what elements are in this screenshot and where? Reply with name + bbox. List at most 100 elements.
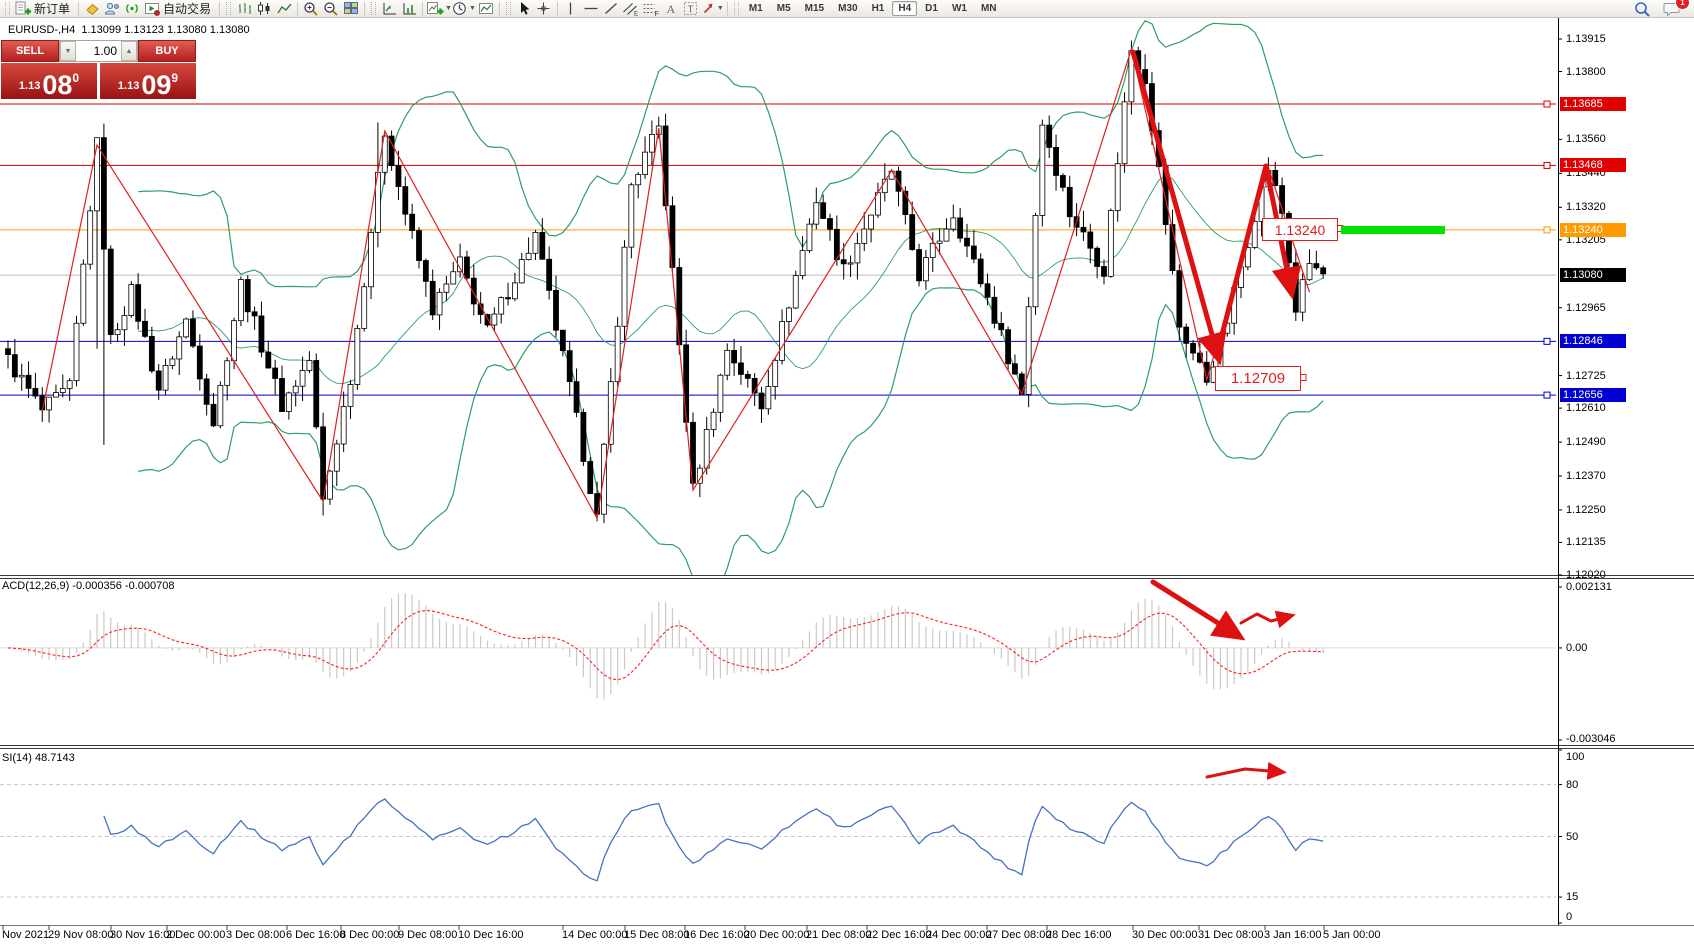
- timeframe-mn[interactable]: MN: [980, 3, 997, 14]
- toolbar-grip[interactable]: [505, 2, 511, 15]
- time-tick-label: 6 Dec 16:00: [286, 929, 346, 941]
- volume-increase-button[interactable]: ▲: [121, 41, 137, 61]
- sell-price-pipette: 0: [72, 71, 80, 85]
- zoom-out-icon[interactable]: [321, 1, 341, 17]
- time-tick-label: 30 Dec 00:00: [1132, 929, 1198, 941]
- price-tick-label: 1.12135: [1566, 536, 1606, 549]
- timeframe-h4[interactable]: H4: [892, 1, 918, 16]
- buy-price-big: 09: [141, 70, 172, 100]
- horizontal-line-icon[interactable]: [581, 1, 601, 17]
- text-icon[interactable]: A: [661, 1, 681, 17]
- candlestick-chart-icon[interactable]: [254, 1, 274, 17]
- zoom-in-icon[interactable]: [301, 1, 321, 17]
- toolbar-grip[interactable]: [5, 2, 10, 15]
- cursor-icon[interactable]: [514, 1, 534, 17]
- notifications-chat[interactable]: 1: [1662, 0, 1690, 17]
- toolbar-grip[interactable]: [226, 2, 232, 15]
- trendline-icon[interactable]: [601, 1, 621, 17]
- crosshair-icon[interactable]: [534, 1, 554, 17]
- time-tick-label: Nov 2021: [2, 929, 50, 941]
- price-level-badge: 1.12656: [1560, 388, 1626, 403]
- new-order-label[interactable]: 新订单: [34, 2, 71, 16]
- price-level-badge: 1.13080: [1560, 268, 1626, 283]
- price-level-badge: 1.13240: [1560, 222, 1626, 237]
- timeframe-m5[interactable]: M5: [776, 3, 791, 14]
- profiles-icon[interactable]: [102, 1, 122, 17]
- bar-chart-icon[interactable]: [234, 1, 254, 17]
- autotrade-label[interactable]: 自动交易: [163, 2, 212, 16]
- sell-price[interactable]: 1.13 08 0: [1, 63, 97, 99]
- eraser-icon[interactable]: [82, 1, 102, 17]
- sell-price-prefix: 1.13: [18, 80, 41, 92]
- svg-text:T: T: [688, 5, 694, 16]
- tile-windows-icon[interactable]: [341, 1, 361, 17]
- volume-input[interactable]: [76, 41, 121, 61]
- time-tick-label: 20 Dec 00:00: [744, 929, 810, 941]
- toolbar-separator: [498, 1, 500, 16]
- buy-price-pipette: 9: [171, 71, 179, 85]
- line-chart-icon[interactable]: [274, 1, 294, 17]
- autotrade-icon[interactable]: [142, 1, 162, 17]
- annotation-arrows: [1130, 49, 1344, 780]
- data-window-icon[interactable]: [379, 1, 399, 17]
- toolbar-grip[interactable]: [371, 2, 377, 15]
- toolbar-grip[interactable]: [733, 2, 739, 15]
- search-icon[interactable]: [1632, 1, 1652, 17]
- main-toolbar: 新订单 自动交易 ▼: [0, 0, 1694, 18]
- toolbar-separator: [364, 1, 366, 16]
- time-tick-label: 15 Dec 08:00: [624, 929, 690, 941]
- toolbar-separator: [219, 1, 221, 16]
- trade-prices-row: 1.13 08 0 1.13 09 9: [1, 63, 196, 99]
- price-tick-label: 1.12610: [1566, 402, 1606, 415]
- green-price-zone[interactable]: [1341, 225, 1445, 234]
- timeframe-w1[interactable]: W1: [951, 3, 967, 14]
- price-tick-label: 1.13560: [1566, 133, 1606, 146]
- buy-button[interactable]: BUY: [138, 40, 196, 62]
- rsi-axis-label: 80: [1566, 778, 1579, 791]
- chart-ohlc-header: EURUSD-,H4 1.13099 1.13123 1.13080 1.130…: [8, 24, 250, 36]
- toolbar-right-icons: 1: [1632, 0, 1692, 17]
- price-callout-1.13240[interactable]: 1.13240: [1262, 218, 1338, 241]
- price-tick-label: 1.12490: [1566, 436, 1606, 449]
- price-callout-1.12709[interactable]: 1.12709: [1215, 366, 1301, 391]
- sell-button[interactable]: SELL: [1, 40, 59, 62]
- time-tick-label: 3 Dec 08:00: [226, 929, 286, 941]
- fibonacci-icon[interactable]: F: [641, 1, 661, 17]
- market-watch-signal-icon[interactable]: [122, 1, 142, 17]
- timeframe-d1[interactable]: D1: [925, 3, 938, 14]
- rsi-panel: [0, 784, 1556, 898]
- timeframe-h1[interactable]: H1: [871, 3, 885, 14]
- arrows-tool-icon[interactable]: ▼: [701, 1, 724, 17]
- period-separators-icon[interactable]: [399, 1, 419, 17]
- time-tick-label: 16 Dec 16:00: [684, 929, 750, 941]
- timeframe-m30[interactable]: M30: [838, 3, 858, 14]
- vertical-line-icon[interactable]: [561, 1, 581, 17]
- notification-badge[interactable]: 1: [1675, 0, 1690, 10]
- volume-decrease-button[interactable]: ▼: [60, 41, 76, 61]
- add-indicator-icon[interactable]: ▼: [426, 1, 452, 17]
- time-tick-label: 27 Dec 08:00: [986, 929, 1052, 941]
- template-icon[interactable]: [476, 1, 496, 17]
- price-tick-label: 1.12965: [1566, 301, 1606, 314]
- buy-price[interactable]: 1.13 09 9: [100, 63, 196, 99]
- time-tick-label: 31 Dec 08:00: [1198, 929, 1264, 941]
- equidistant-channel-icon[interactable]: E: [621, 1, 641, 17]
- timeframe-m15[interactable]: M15: [804, 3, 825, 14]
- text-label-icon[interactable]: T: [681, 1, 701, 17]
- timeframe-clock-icon[interactable]: ▼: [452, 1, 476, 17]
- rsi-axis-label: 100: [1566, 751, 1585, 763]
- toolbar-separator: [726, 1, 728, 16]
- price-level-badge: 1.13685: [1560, 97, 1626, 112]
- price-tick-label: 1.12725: [1566, 369, 1606, 382]
- line-handles: [1543, 100, 1551, 399]
- svg-text:F: F: [655, 11, 659, 16]
- time-tick-label: 24 Dec 00:00: [926, 929, 992, 941]
- main-chart-layer: [5, 20, 1327, 576]
- time-tick-label: 29 Nov 08:00: [48, 929, 114, 941]
- timeframe-m1[interactable]: M1: [748, 3, 763, 14]
- rsi-axis-label: 50: [1566, 830, 1579, 843]
- chevron-down-icon: ▼: [468, 5, 476, 12]
- new-order-icon[interactable]: [13, 1, 33, 17]
